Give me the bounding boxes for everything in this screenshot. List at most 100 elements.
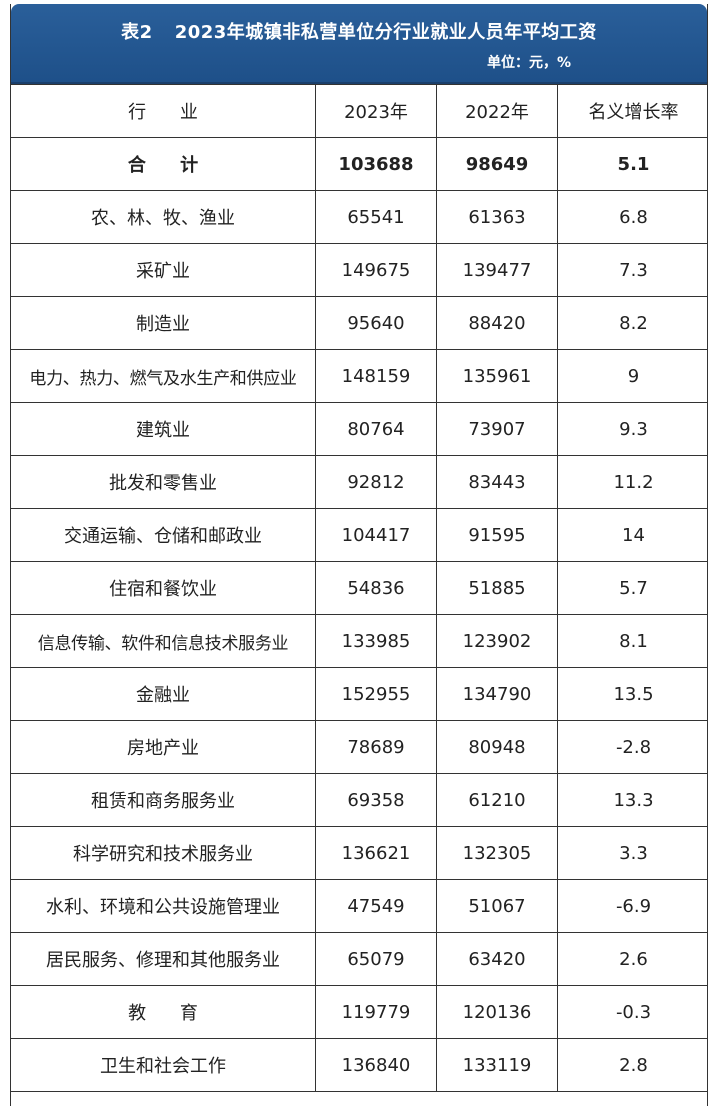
table-row: 房地产业 78689 80948 -2.8 — [11, 720, 707, 774]
wage-2022: 61363 — [436, 190, 558, 244]
industry-name: 住宿和餐饮业 — [11, 561, 316, 615]
industry-name: 房地产业 — [11, 720, 316, 774]
wage-2022: 135961 — [436, 349, 558, 403]
industry-name: 交通运输、仓储和邮政业 — [11, 508, 316, 562]
table-row: 制造业 95640 88420 8.2 — [11, 296, 707, 350]
table-row: 金融业 152955 134790 13.5 — [11, 667, 707, 721]
table-row: 卫生和社会工作 136840 133119 2.8 — [11, 1038, 707, 1092]
wage-2022: 132305 — [436, 826, 558, 880]
wage-2023: 92812 — [315, 455, 437, 509]
unit-label: 单位：元，% — [486, 55, 571, 71]
wage-2022: 73907 — [436, 402, 558, 456]
total-row: 合 计 103688 98649 5.1 — [11, 137, 707, 191]
wage-2022: 83443 — [436, 455, 558, 509]
wage-2023: 136840 — [315, 1038, 437, 1092]
column-header-row: 行 业 2023年 2022年 名义增长率 — [11, 84, 707, 138]
table-row: 农、林、牧、渔业 65541 61363 6.8 — [11, 190, 707, 244]
wage-2022: 61210 — [436, 773, 558, 827]
industry-name: 批发和零售业 — [11, 455, 316, 509]
wage-2022: 63420 — [436, 932, 558, 986]
industry-name: 建筑业 — [11, 402, 316, 456]
wage-2023: 119779 — [315, 985, 437, 1039]
wage-2023: 136621 — [315, 826, 437, 880]
wage-2023: 152955 — [315, 667, 437, 721]
column-header-2023: 2023年 — [315, 84, 437, 138]
total-growth: 5.1 — [557, 137, 707, 191]
table-row: 建筑业 80764 73907 9.3 — [11, 402, 707, 456]
growth-rate: 2.6 — [557, 932, 707, 986]
table-row: 租赁和商务服务业 69358 61210 13.3 — [11, 773, 707, 827]
growth-rate: 8.1 — [557, 614, 707, 668]
wage-2023: 80764 — [315, 402, 437, 456]
table-row: 交通运输、仓储和邮政业 104417 91595 14 — [11, 508, 707, 562]
growth-rate: 9.3 — [557, 402, 707, 456]
total-2022: 98649 — [436, 137, 558, 191]
industry-name: 水利、环境和公共设施管理业 — [11, 879, 316, 933]
wage-2022: 139477 — [436, 243, 558, 297]
table-row: 采矿业 149675 139477 7.3 — [11, 243, 707, 297]
wage-2023: 149675 — [315, 243, 437, 297]
wage-2023: 54836 — [315, 561, 437, 615]
table-title-text: 2023年城镇非私营单位分行业就业人员年平均工资 — [174, 22, 597, 43]
table-title: 表2 2023年城镇非私营单位分行业就业人员年平均工资 — [11, 18, 707, 44]
growth-rate: -6.9 — [557, 879, 707, 933]
growth-rate: 3.3 — [557, 826, 707, 880]
wage-2023: 95640 — [315, 296, 437, 350]
growth-rate: 13.3 — [557, 773, 707, 827]
wage-2023: 65541 — [315, 190, 437, 244]
industry-name: 农、林、牧、渔业 — [11, 190, 316, 244]
wage-2022: 51885 — [436, 561, 558, 615]
wage-table: 行 业 2023年 2022年 名义增长率 合 计 103688 98649 5… — [11, 84, 707, 1092]
wage-2023: 65079 — [315, 932, 437, 986]
wage-2022: 88420 — [436, 296, 558, 350]
table-row: 教 育 119779 120136 -0.3 — [11, 985, 707, 1039]
growth-rate: 5.7 — [557, 561, 707, 615]
column-header-growth: 名义增长率 — [557, 84, 707, 138]
wage-2023: 69358 — [315, 773, 437, 827]
wage-2022: 91595 — [436, 508, 558, 562]
table-row: 水利、环境和公共设施管理业 47549 51067 -6.9 — [11, 879, 707, 933]
wage-2022: 80948 — [436, 720, 558, 774]
table-number: 表2 — [121, 22, 153, 43]
industry-name: 卫生和社会工作 — [11, 1038, 316, 1092]
table-row: 居民服务、修理和其他服务业 65079 63420 2.6 — [11, 932, 707, 986]
wage-2023: 133985 — [315, 614, 437, 668]
table-row: 批发和零售业 92812 83443 11.2 — [11, 455, 707, 509]
column-header-industry: 行 业 — [11, 84, 316, 138]
growth-rate: 2.8 — [557, 1038, 707, 1092]
industry-name: 制造业 — [11, 296, 316, 350]
industry-name: 采矿业 — [11, 243, 316, 297]
total-label: 合 计 — [11, 137, 316, 191]
industry-name: 租赁和商务服务业 — [11, 773, 316, 827]
industry-name: 信息传输、软件和信息技术服务业 — [11, 614, 316, 668]
industry-name: 居民服务、修理和其他服务业 — [11, 932, 316, 986]
growth-rate: 7.3 — [557, 243, 707, 297]
wage-2023: 78689 — [315, 720, 437, 774]
industry-name: 金融业 — [11, 667, 316, 721]
growth-rate: 8.2 — [557, 296, 707, 350]
growth-rate: 6.8 — [557, 190, 707, 244]
table-header-banner: 表2 2023年城镇非私营单位分行业就业人员年平均工资 单位：元，% — [11, 4, 707, 84]
wage-2023: 104417 — [315, 508, 437, 562]
total-2023: 103688 — [315, 137, 437, 191]
wage-2023: 148159 — [315, 349, 437, 403]
table-row: 住宿和餐饮业 54836 51885 5.7 — [11, 561, 707, 615]
industry-name: 科学研究和技术服务业 — [11, 826, 316, 880]
wage-2022: 134790 — [436, 667, 558, 721]
growth-rate: 9 — [557, 349, 707, 403]
wage-2022: 51067 — [436, 879, 558, 933]
wage-table-figure: 表2 2023年城镇非私营单位分行业就业人员年平均工资 单位：元，% 行 业 20… — [10, 4, 708, 1106]
wage-2023: 47549 — [315, 879, 437, 933]
industry-name: 教 育 — [11, 985, 316, 1039]
industry-name: 电力、热力、燃气及水生产和供应业 — [11, 349, 316, 403]
wage-2022: 123902 — [436, 614, 558, 668]
column-header-2022: 2022年 — [436, 84, 558, 138]
wage-2022: 120136 — [436, 985, 558, 1039]
table-row: 科学研究和技术服务业 136621 132305 3.3 — [11, 826, 707, 880]
growth-rate: 11.2 — [557, 455, 707, 509]
growth-rate: 13.5 — [557, 667, 707, 721]
growth-rate: -0.3 — [557, 985, 707, 1039]
wage-2022: 133119 — [436, 1038, 558, 1092]
growth-rate: 14 — [557, 508, 707, 562]
table-row: 电力、热力、燃气及水生产和供应业 148159 135961 9 — [11, 349, 707, 403]
